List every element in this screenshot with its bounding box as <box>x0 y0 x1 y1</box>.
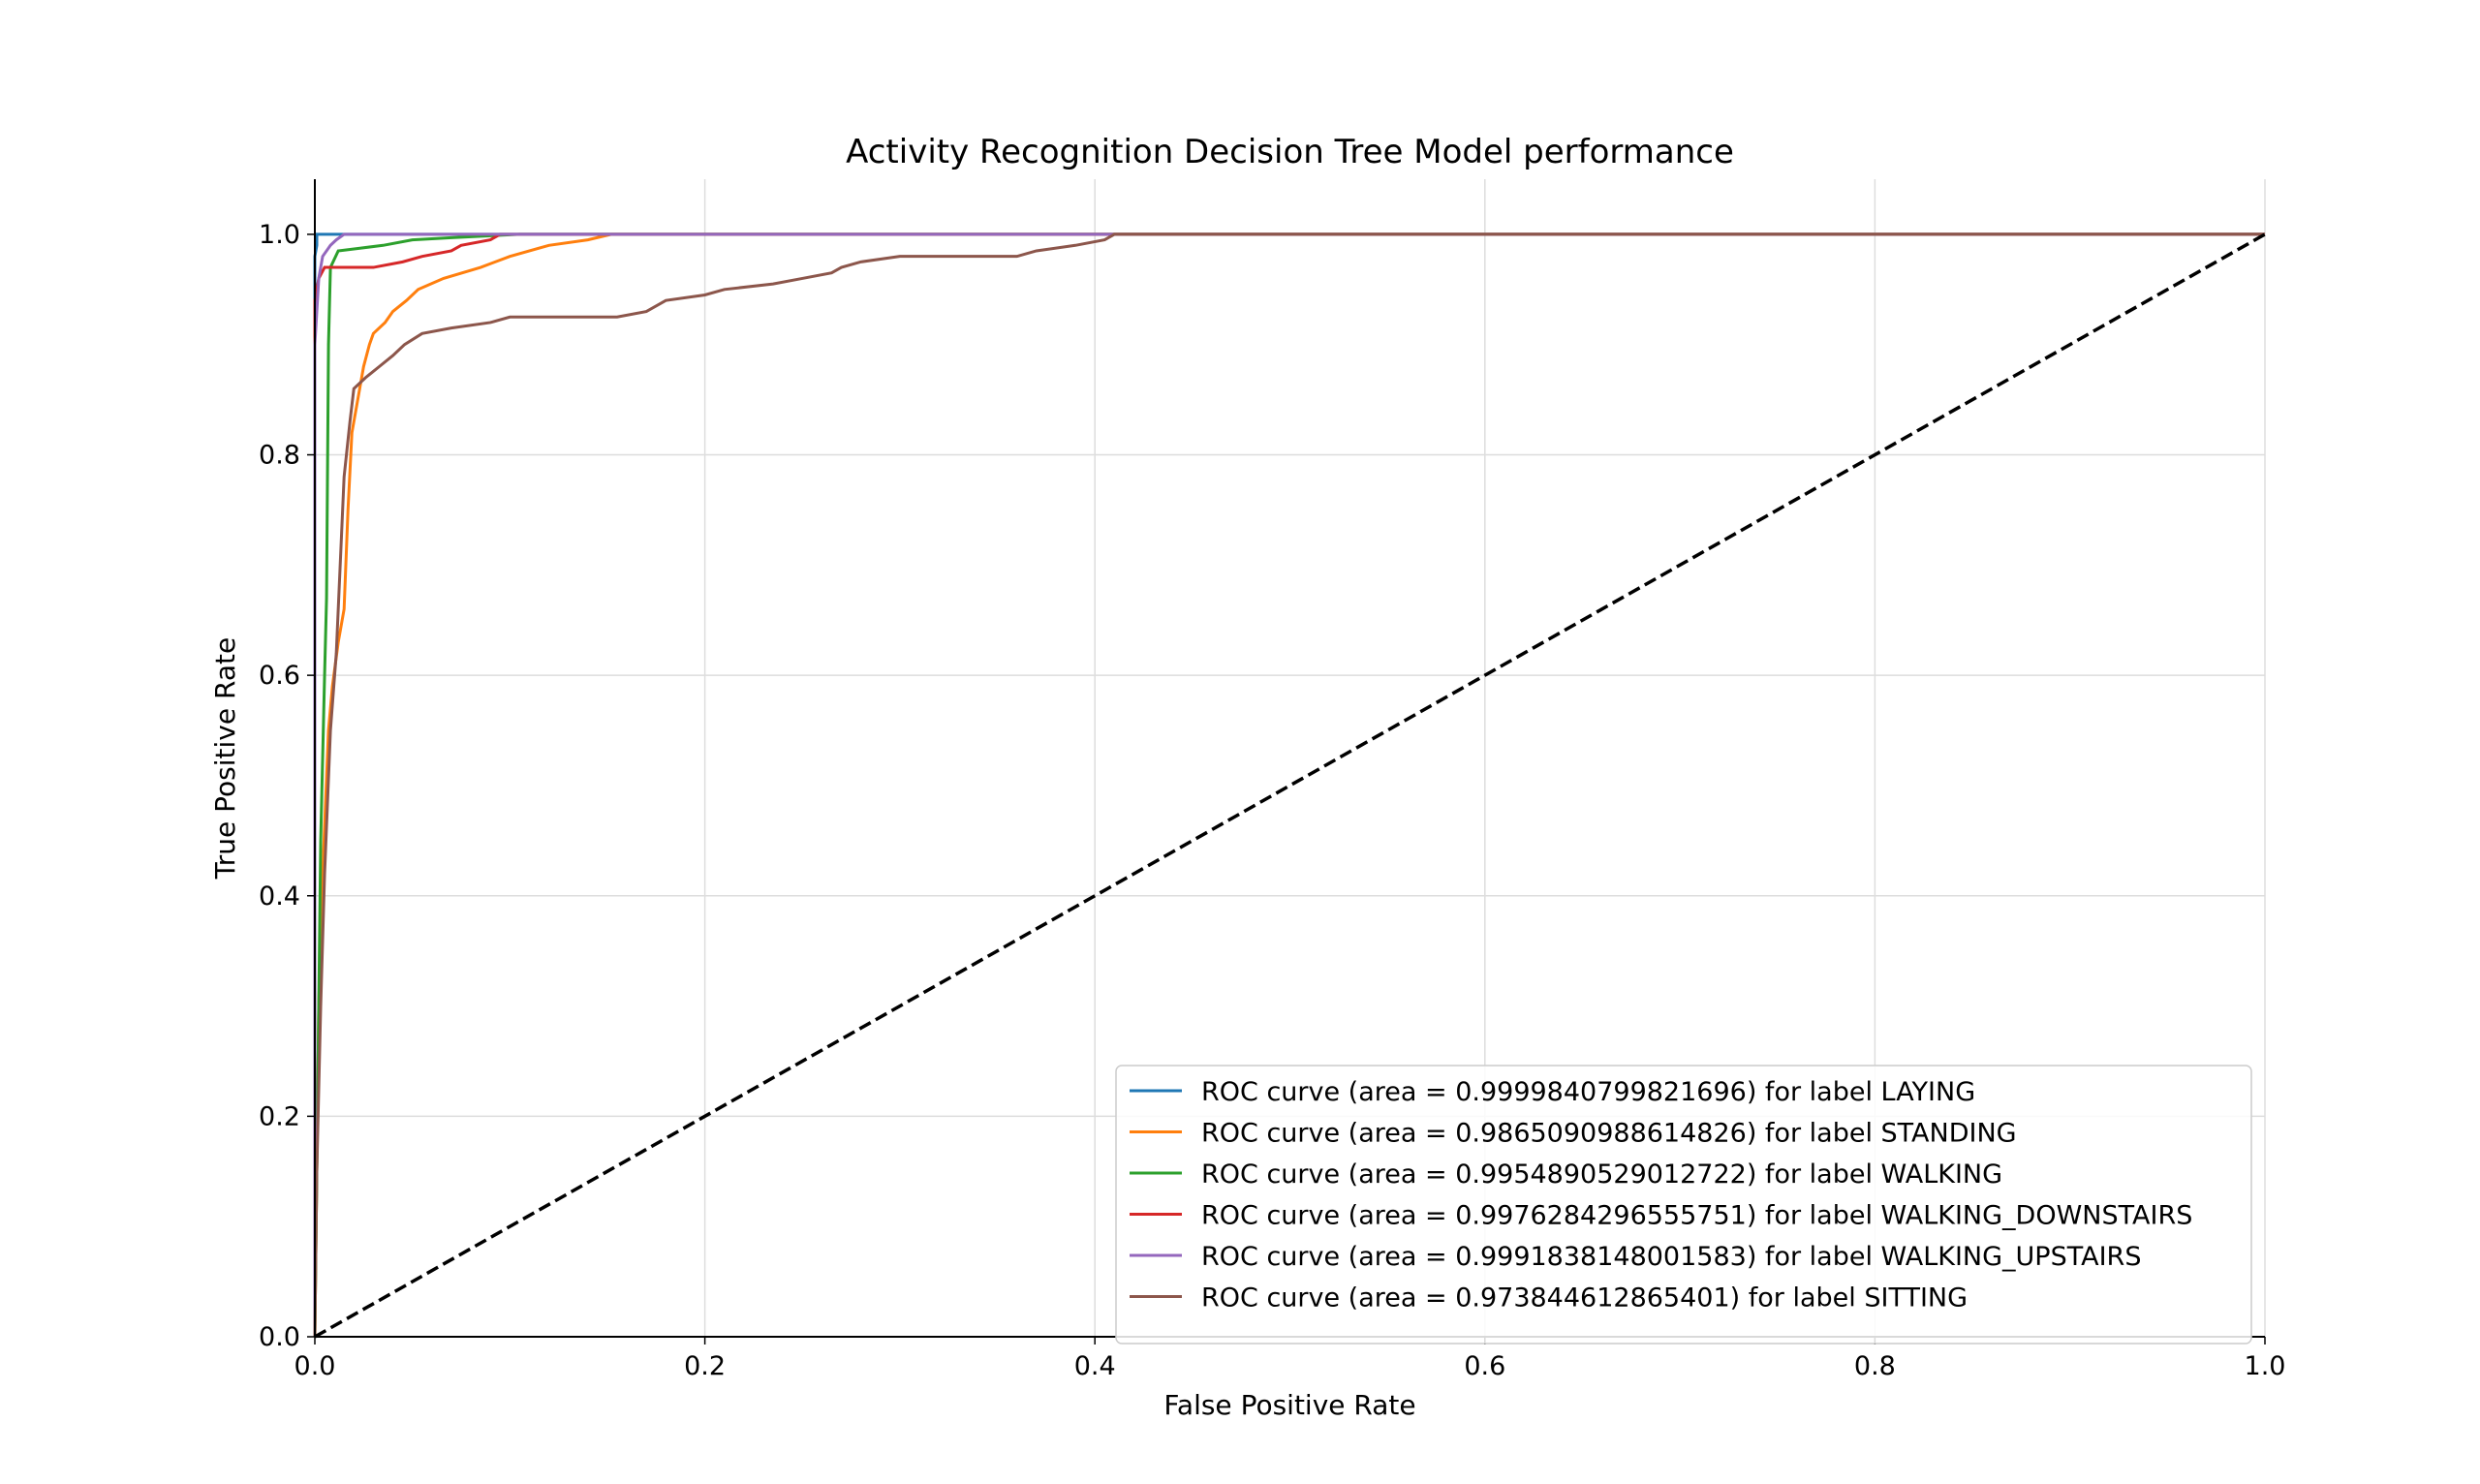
legend-entry-label: ROC curve (area = 0.9976284296555751) fo… <box>1201 1201 2192 1231</box>
legend-entry-label: ROC curve (area = 0.9865090988614826) fo… <box>1201 1119 2017 1149</box>
legend-box <box>1115 1065 2252 1345</box>
diagonal-reference-line <box>314 232 2266 1339</box>
y-tick-label: 0.2 <box>259 1101 300 1131</box>
series-line-2 <box>313 232 2265 1338</box>
x-tick-label: 0.8 <box>1854 1351 1896 1381</box>
x-tick-label: 0.2 <box>684 1351 726 1381</box>
x-axis-label: False Positive Rate <box>1163 1389 1415 1421</box>
legend-entry-label: ROC curve (area = 0.9991838148001583) fo… <box>1201 1242 2141 1272</box>
legend-entry-label: ROC curve (area = 0.9999840799821696) fo… <box>1201 1077 1975 1107</box>
ticks: 0.0 0.2 0.4 0.6 0.8 1.0 0.0 0.2 0.4 0.6 0.8 1.0 <box>259 220 2285 1381</box>
x-tick-label: 0.0 <box>294 1351 336 1381</box>
series-line-3 <box>313 232 2265 1338</box>
y-tick-label: 0.4 <box>259 881 300 912</box>
y-tick-label: 0.8 <box>259 441 300 471</box>
legend-entry-label: ROC curve (area = 0.973844612865401) for… <box>1201 1283 1968 1314</box>
legend-entry-label: ROC curve (area = 0.9954890529012722) fo… <box>1201 1159 2002 1190</box>
series-lines <box>313 232 2266 1339</box>
y-tick-label: 0.0 <box>259 1322 300 1352</box>
legend: ROC curve (area = 0.9999840799821696) fo… <box>1115 1065 2252 1345</box>
x-tick-label: 0.4 <box>1074 1351 1116 1381</box>
y-tick-label: 1.0 <box>259 220 300 250</box>
y-tick-label: 0.6 <box>259 661 300 691</box>
series-line-6 <box>313 232 2265 1338</box>
y-axis-label: True Positive Rate <box>209 637 241 880</box>
chart-title: Activity Recognition Decision Tree Model… <box>846 133 1734 171</box>
x-tick-label: 1.0 <box>2245 1351 2286 1381</box>
x-tick-label: 0.6 <box>1464 1351 1505 1381</box>
